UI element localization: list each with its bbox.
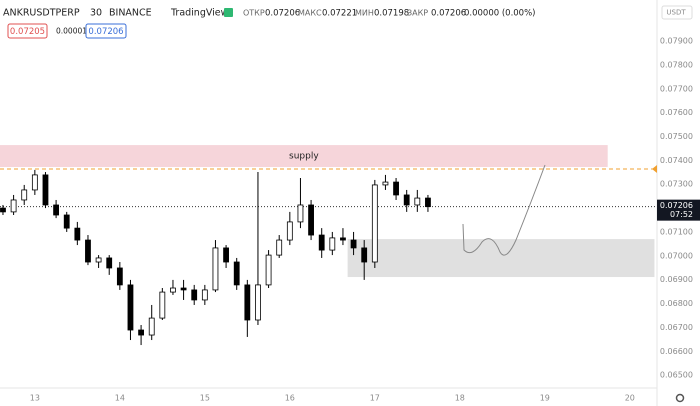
y-tick-label: 0.07000 <box>660 251 693 260</box>
candle-body <box>286 221 293 241</box>
candle-body <box>0 207 6 213</box>
settings-gear[interactable] <box>675 393 685 403</box>
candle-body <box>191 289 198 301</box>
y-tick-label: 0.07500 <box>660 132 693 141</box>
currency-button[interactable] <box>661 5 693 20</box>
candle-body <box>63 214 70 229</box>
x-tick-label: 18 <box>455 394 465 403</box>
candle-body <box>116 267 123 286</box>
candle-body <box>53 204 59 216</box>
bid: 0.07205 <box>10 27 45 37</box>
zone <box>0 145 608 168</box>
candle-body <box>425 197 431 208</box>
candle-body <box>329 237 336 251</box>
currency: USDT <box>666 9 686 17</box>
candle-body <box>340 237 346 241</box>
candle-body <box>148 317 155 336</box>
zone-label: supply <box>289 152 319 162</box>
last-price-box <box>657 199 700 221</box>
candle-body <box>21 189 28 201</box>
candle-body <box>42 174 49 206</box>
x-tick-label: 19 <box>540 394 550 403</box>
candle-body <box>276 239 283 256</box>
candle-body <box>308 204 314 236</box>
candle-body <box>201 289 208 301</box>
settings-icon[interactable] <box>675 393 685 403</box>
x-tick-label: 16 <box>285 394 295 403</box>
ohlc-label: ОТКР <box>243 9 265 18</box>
zone <box>347 239 655 278</box>
bid-box[interactable] <box>7 23 48 39</box>
candle-body <box>180 287 187 291</box>
y-tick-label: 0.07800 <box>660 60 693 69</box>
interval: 30 <box>90 8 102 19</box>
ohlc-value: 0.07221 <box>322 9 357 19</box>
x-tick-label: 13 <box>30 394 40 403</box>
y-tick-label: 0.07900 <box>660 37 693 46</box>
candle-body <box>31 174 38 191</box>
x-tick-label: 14 <box>115 394 125 403</box>
y-tick-label: 0.07100 <box>660 227 693 236</box>
last-price-label: 0.07206 <box>660 201 693 210</box>
candle-body <box>371 184 378 263</box>
projection-drawing <box>462 164 546 256</box>
ohlc-label: ЗАКР <box>407 9 428 18</box>
candle-body <box>127 284 134 331</box>
ohlc-value: 0.07198 <box>374 9 409 19</box>
spread: 0.00001 <box>56 27 87 36</box>
candle-body <box>350 239 357 249</box>
exchange: BINANCE <box>109 8 152 19</box>
ohlc-value: 0.07206 <box>431 9 466 19</box>
candle-body <box>85 239 91 263</box>
candle-body <box>265 254 272 286</box>
y-tick-label: 0.07300 <box>660 180 693 189</box>
candle-body <box>10 199 17 213</box>
flag-icon[interactable] <box>224 8 233 17</box>
y-tick-label: 0.06500 <box>660 371 693 380</box>
x-tick-label: 15 <box>200 394 210 403</box>
candle-body <box>212 247 219 291</box>
symbol: ANKRUSDTPERP <box>3 8 80 19</box>
y-tick-label: 0.07600 <box>660 108 693 117</box>
candle-body <box>393 181 399 196</box>
x-tick-label: 17 <box>370 394 380 403</box>
y-tick-label: 0.06700 <box>660 323 693 332</box>
candle-body <box>297 204 304 223</box>
candle-body <box>244 284 251 321</box>
candle-body <box>138 329 144 336</box>
candle-body <box>233 261 240 286</box>
ask-box[interactable] <box>85 23 127 39</box>
x-tick-label: 20 <box>625 394 635 403</box>
y-tick-label: 0.07400 <box>660 156 693 165</box>
candle-body <box>414 197 421 206</box>
alert-marker <box>652 164 657 173</box>
candle-body <box>382 181 389 186</box>
candle-body <box>403 194 410 206</box>
change: 0.00000 (0.00%) <box>464 9 536 19</box>
ohlc-value: 0.07206 <box>265 9 300 19</box>
candle-body <box>223 247 229 263</box>
y-tick-label: 0.07700 <box>660 84 693 93</box>
candle-body <box>74 227 81 241</box>
y-tick-label: 0.06900 <box>660 275 693 284</box>
y-tick-label: 0.06600 <box>660 347 693 356</box>
candle-body <box>255 284 261 321</box>
countdown: 07:52 <box>670 210 693 219</box>
candle-body <box>159 291 166 319</box>
candle-body <box>95 257 102 263</box>
ask: 0.07206 <box>88 27 123 37</box>
y-tick-label: 0.06800 <box>660 299 693 308</box>
ohlc-label: МАКС <box>298 9 322 18</box>
source: TradingView <box>170 8 229 19</box>
candle-body <box>318 234 325 251</box>
candle-body <box>170 287 176 293</box>
candle-body <box>106 257 113 269</box>
ohlc-label: МИН <box>355 9 374 18</box>
candle-body <box>361 247 368 263</box>
